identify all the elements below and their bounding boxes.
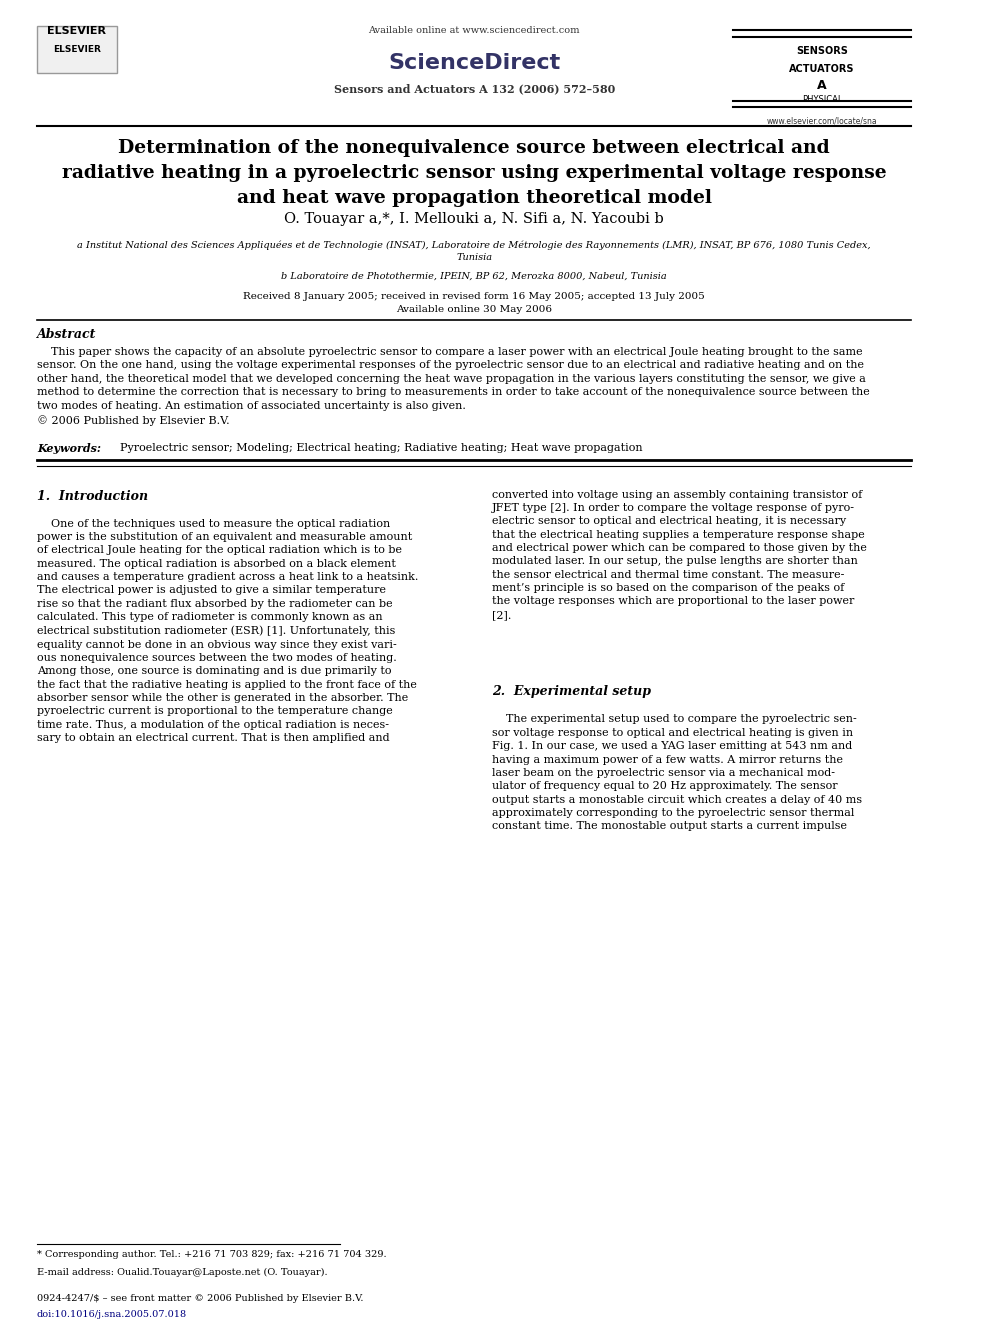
FancyBboxPatch shape [37,26,117,73]
Text: 0924-4247/$ – see front matter © 2006 Published by Elsevier B.V.: 0924-4247/$ – see front matter © 2006 Pu… [37,1294,363,1303]
Text: 1.  Introduction: 1. Introduction [37,490,148,503]
Text: E-mail address: Oualid.Touayar@Laposte.net (O. Touayar).: E-mail address: Oualid.Touayar@Laposte.n… [37,1267,327,1277]
Text: A: A [817,79,827,93]
Text: www.elsevier.com/locate/sna: www.elsevier.com/locate/sna [767,116,878,126]
Text: This paper shows the capacity of an absolute pyroelectric sensor to compare a la: This paper shows the capacity of an abso… [37,347,870,426]
Text: One of the techniques used to measure the optical radiation
power is the substit: One of the techniques used to measure th… [37,519,419,744]
Text: Abstract: Abstract [37,328,96,341]
Text: Keywords:: Keywords: [37,443,101,454]
Text: b Laboratoire de Photothermie, IPEIN, BP 62, Merozka 8000, Nabeul, Tunisia: b Laboratoire de Photothermie, IPEIN, BP… [282,271,667,280]
Text: Pyroelectric sensor; Modeling; Electrical heating; Radiative heating; Heat wave : Pyroelectric sensor; Modeling; Electrica… [113,443,643,454]
Text: Available online at www.sciencedirect.com: Available online at www.sciencedirect.co… [368,26,580,36]
Text: 2.  Experimental setup: 2. Experimental setup [492,685,651,699]
Text: ACTUATORS: ACTUATORS [790,64,855,74]
Text: ScienceDirect: ScienceDirect [388,53,560,73]
Text: a Institut National des Sciences Appliquées et de Technologie (INSAT), Laboratoi: a Institut National des Sciences Appliqu… [77,241,871,262]
Text: doi:10.1016/j.sna.2005.07.018: doi:10.1016/j.sna.2005.07.018 [37,1310,186,1319]
Text: Determination of the nonequivalence source between electrical and
radiative heat: Determination of the nonequivalence sour… [62,139,887,206]
Text: * Corresponding author. Tel.: +216 71 703 829; fax: +216 71 704 329.: * Corresponding author. Tel.: +216 71 70… [37,1250,387,1259]
Text: Sensors and Actuators A 132 (2006) 572–580: Sensors and Actuators A 132 (2006) 572–5… [333,83,615,94]
Text: PHYSICAL: PHYSICAL [802,95,842,105]
Text: ELSEVIER: ELSEVIER [53,45,101,54]
Text: converted into voltage using an assembly containing transistor of
JFET type [2].: converted into voltage using an assembly… [492,490,867,619]
Text: The experimental setup used to compare the pyroelectric sen-
sor voltage respons: The experimental setup used to compare t… [492,714,862,831]
Text: Received 8 January 2005; received in revised form 16 May 2005; accepted 13 July : Received 8 January 2005; received in rev… [243,292,705,314]
Text: ELSEVIER: ELSEVIER [48,26,106,37]
Text: SENSORS: SENSORS [797,46,848,57]
Text: O. Touayar a,*, I. Mellouki a, N. Sifi a, N. Yacoubi b: O. Touayar a,*, I. Mellouki a, N. Sifi a… [285,212,664,226]
